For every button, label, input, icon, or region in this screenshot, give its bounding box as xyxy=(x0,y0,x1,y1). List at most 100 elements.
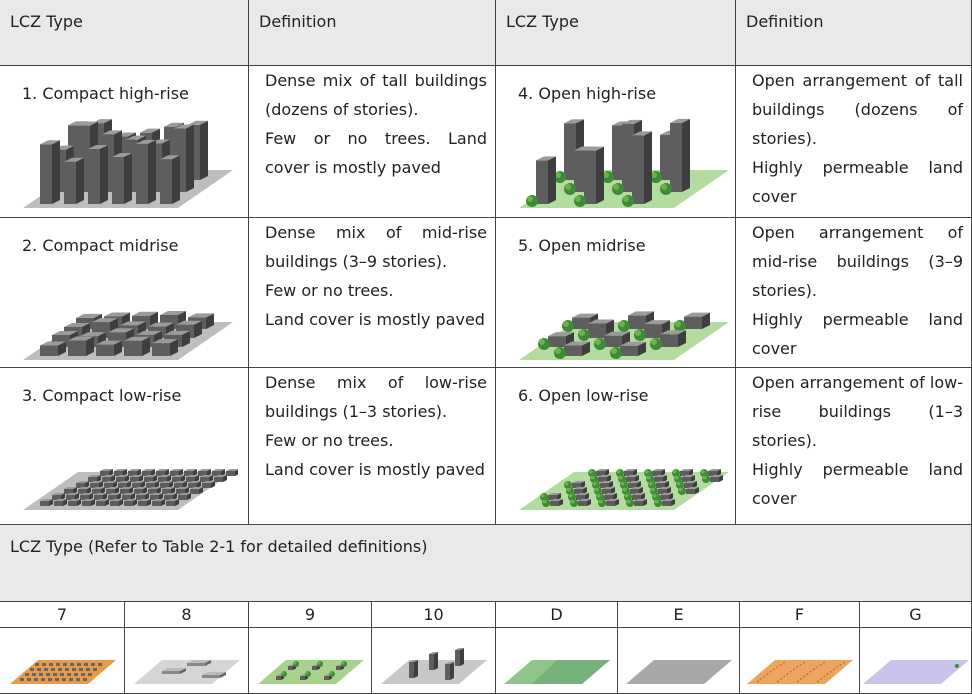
contour xyxy=(796,661,826,683)
header-cell: Definition xyxy=(249,0,496,66)
building xyxy=(200,477,209,482)
building xyxy=(633,469,637,476)
building xyxy=(658,489,667,494)
definition-text: Highly permeable land cover xyxy=(752,158,963,206)
building xyxy=(166,501,175,506)
ground xyxy=(381,660,487,684)
building xyxy=(80,495,89,500)
building xyxy=(695,487,699,494)
building xyxy=(199,487,203,494)
lcz-type: 5. Open midrise xyxy=(496,218,736,368)
building xyxy=(180,668,186,674)
building xyxy=(641,493,645,500)
tree xyxy=(575,196,581,202)
building xyxy=(75,493,79,500)
building xyxy=(142,471,151,476)
tree xyxy=(616,469,621,474)
building xyxy=(117,493,121,500)
building xyxy=(652,469,665,471)
building xyxy=(162,668,186,671)
building xyxy=(31,673,36,676)
building xyxy=(52,493,65,495)
building xyxy=(600,481,613,483)
building xyxy=(202,675,220,678)
building xyxy=(214,475,227,477)
building xyxy=(152,343,170,356)
building xyxy=(578,499,591,501)
building xyxy=(64,668,69,671)
building xyxy=(141,481,145,488)
building xyxy=(184,469,197,471)
building xyxy=(414,660,418,678)
building xyxy=(104,481,117,483)
building xyxy=(151,469,155,476)
building xyxy=(136,330,162,335)
building xyxy=(632,493,645,495)
building xyxy=(124,340,142,356)
building xyxy=(606,501,615,506)
building xyxy=(153,475,157,482)
type-label: G xyxy=(860,602,972,628)
tree xyxy=(651,172,657,178)
building xyxy=(689,469,693,476)
building xyxy=(611,487,615,494)
building xyxy=(200,475,213,477)
building xyxy=(73,487,77,494)
building xyxy=(630,489,639,494)
building xyxy=(66,495,75,500)
building xyxy=(178,493,191,495)
building xyxy=(658,487,671,489)
lcz-illustration xyxy=(9,660,116,684)
building xyxy=(193,469,197,476)
building xyxy=(604,331,630,336)
building xyxy=(572,317,590,329)
lcz-illustration xyxy=(747,660,853,684)
tree xyxy=(603,172,609,178)
building xyxy=(170,469,183,471)
building xyxy=(235,469,238,476)
building xyxy=(598,477,607,482)
tree xyxy=(555,348,561,354)
building xyxy=(662,499,675,501)
building xyxy=(132,481,145,483)
building xyxy=(49,499,53,506)
building xyxy=(115,487,119,494)
lcz-type: 3. Compact low-rise xyxy=(0,368,249,525)
building xyxy=(588,319,614,324)
building xyxy=(207,469,211,476)
definition-text: Few or no trees. xyxy=(265,431,394,450)
building xyxy=(622,119,642,124)
building xyxy=(137,469,141,476)
definition: Dense mix of mid-rise buildings (3–9 sto… xyxy=(249,218,496,368)
building xyxy=(150,493,163,495)
building xyxy=(108,328,134,333)
building xyxy=(52,331,78,336)
tree xyxy=(305,671,308,675)
building xyxy=(188,313,214,318)
definition-text: Dense mix of low-rise buildings (1–3 sto… xyxy=(265,373,487,421)
building xyxy=(57,668,62,671)
building xyxy=(130,475,143,477)
building xyxy=(131,493,135,500)
building xyxy=(639,487,643,494)
building xyxy=(159,493,163,500)
building xyxy=(36,668,41,671)
tree xyxy=(592,481,597,486)
lcz-type: 4. Open high-rise xyxy=(496,66,736,218)
building xyxy=(40,678,45,681)
building xyxy=(148,139,156,204)
building xyxy=(82,501,91,506)
building xyxy=(101,487,105,494)
building xyxy=(40,144,52,204)
building xyxy=(63,499,67,506)
definition: Open arrangement of low-rise buildings (… xyxy=(736,368,972,525)
tree xyxy=(702,475,707,480)
tree xyxy=(568,493,573,498)
building xyxy=(172,475,185,477)
building xyxy=(638,341,646,356)
tree xyxy=(317,661,320,665)
building xyxy=(142,336,150,356)
building xyxy=(628,483,637,488)
building xyxy=(54,501,63,506)
building xyxy=(686,489,695,494)
